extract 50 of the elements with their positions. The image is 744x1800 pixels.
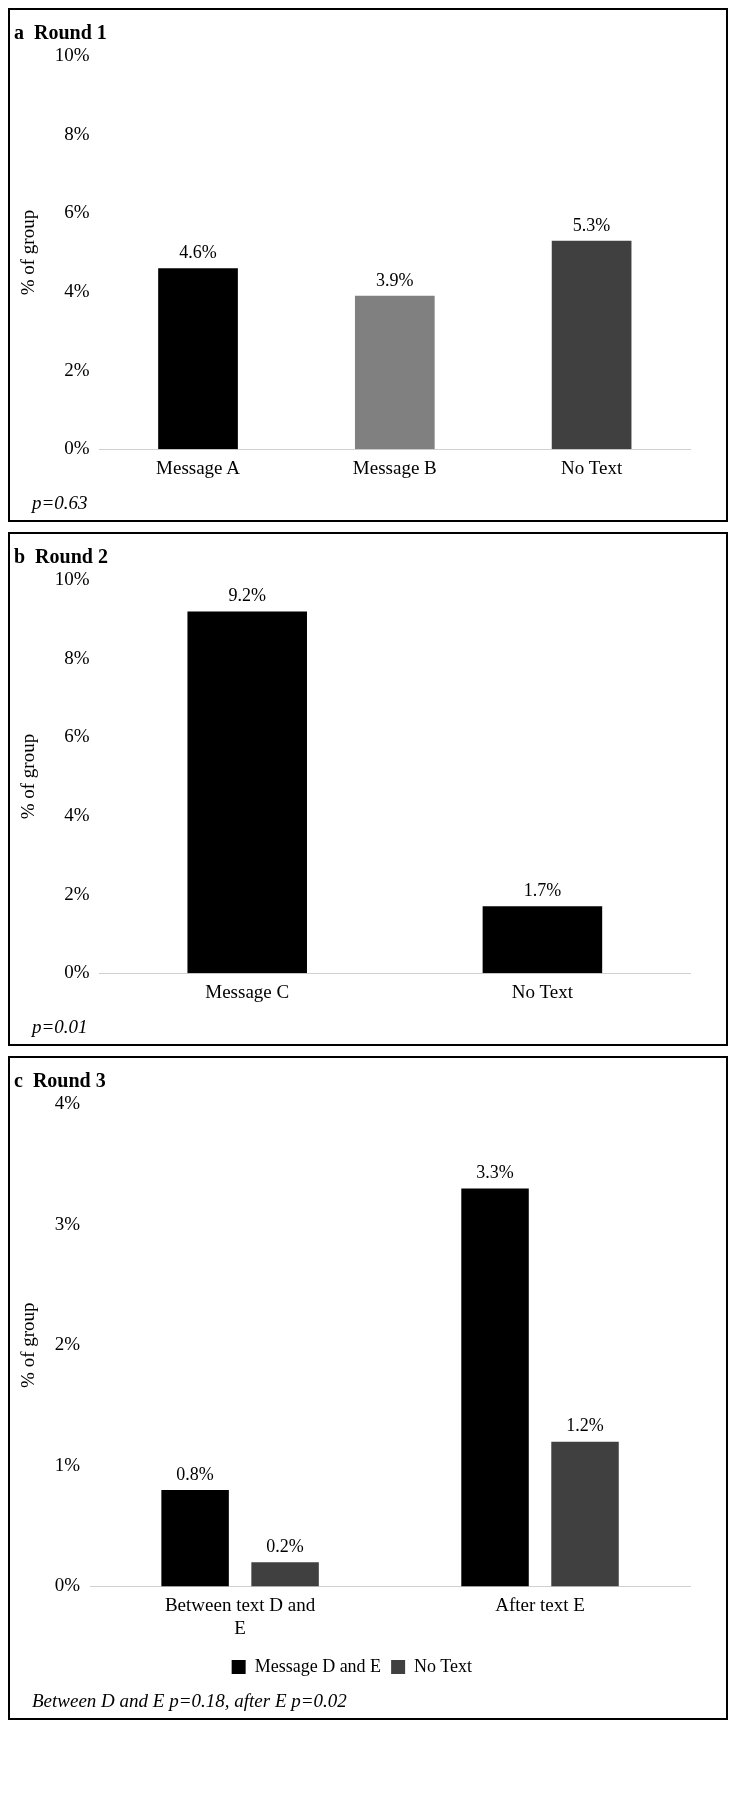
y-tick-label: 6%: [64, 201, 90, 223]
y-tick-label: 4%: [64, 803, 90, 825]
data-label: 0.8%: [176, 1463, 214, 1484]
data-label: 3.9%: [376, 269, 414, 290]
text: p=0.01: [32, 1016, 89, 1038]
legend-label: Message D and E: [254, 1655, 382, 1676]
bar: [551, 240, 632, 450]
data-label: 1.7%: [523, 880, 562, 901]
data-label: 1.2%: [566, 1415, 604, 1436]
y-tick-label: 0%: [54, 1574, 81, 1596]
bar: [158, 268, 238, 450]
y-axis-title: % of group: [17, 733, 39, 820]
y-axis-title: % of group: [17, 1302, 39, 1388]
data-label: 5.3%: [572, 214, 611, 235]
y-tick-label: 1%: [54, 1453, 81, 1475]
y-tick-label: 8%: [64, 122, 90, 144]
chart-title: a Round 1: [14, 21, 107, 44]
y-tick-label: 10%: [54, 43, 90, 65]
chart-title: b Round 2: [14, 545, 108, 568]
data-label: 3.3%: [476, 1162, 514, 1183]
x-tick-label: No Text: [561, 456, 623, 478]
y-tick-label: 6%: [64, 725, 90, 747]
bar: [461, 1188, 529, 1587]
x-tick-label: Message A: [156, 456, 241, 478]
y-tick-label: 10%: [54, 567, 90, 589]
bar: [354, 295, 435, 450]
x-tick-label: Message C: [205, 980, 290, 1002]
y-axis-title: % of group: [17, 209, 39, 296]
bar: [161, 1489, 229, 1587]
y-tick-label: 4%: [54, 1091, 81, 1113]
text: Between D and E p=0.18, after E p=0.02: [32, 1690, 348, 1712]
legend-label: No Text: [414, 1655, 473, 1676]
x-tick-label: Message B: [352, 456, 437, 478]
y-tick-label: 3%: [54, 1212, 81, 1234]
y-tick-label: 0%: [64, 961, 90, 983]
data-label: 4.6%: [179, 242, 217, 263]
y-tick-label: 2%: [64, 358, 90, 380]
data-label: 9.2%: [228, 585, 266, 606]
y-tick-label: 8%: [64, 646, 90, 668]
x-tick-label: Between text D and E: [164, 1593, 316, 1638]
y-tick-label: 2%: [54, 1333, 81, 1355]
data-label: 0.2%: [266, 1536, 304, 1557]
bar: [551, 1441, 619, 1587]
y-tick-label: 0%: [64, 437, 90, 459]
text: p=0.63: [32, 492, 89, 514]
y-tick-label: 4%: [64, 279, 90, 301]
y-tick-label: 2%: [64, 882, 90, 904]
x-tick-label: After text E: [495, 1593, 585, 1615]
bar: [251, 1562, 319, 1587]
chart-title: c Round 3: [14, 1069, 106, 1092]
